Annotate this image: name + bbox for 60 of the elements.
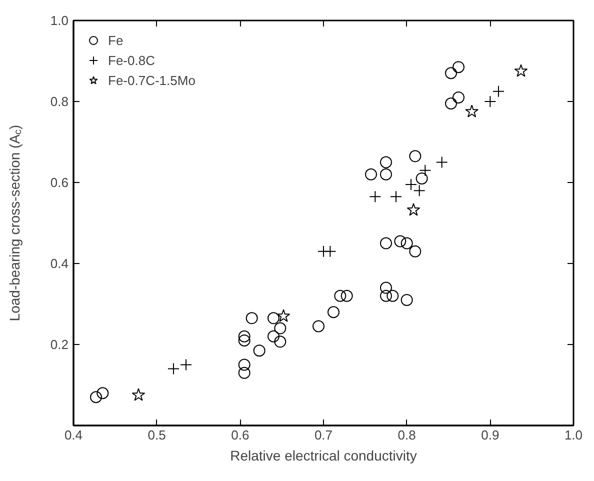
- point: [238, 358, 250, 371]
- point: [274, 322, 286, 334]
- point: [380, 168, 392, 180]
- y-axis-title: Load-bearing cross-section (Ac): [6, 124, 24, 322]
- point: [246, 312, 258, 324]
- legend-label: Fe-0.7C-1.5Mo: [108, 72, 196, 88]
- point: [238, 366, 250, 379]
- point: [328, 306, 340, 318]
- x-tick-label: 0.6: [231, 428, 250, 442]
- point: [268, 330, 280, 342]
- point: [238, 330, 250, 342]
- legend-label: Fe-0.8C: [108, 52, 155, 68]
- x-tick-label: 0.5: [148, 428, 166, 442]
- y-tick-label: 0.4: [50, 256, 69, 271]
- x-tick-label: 1.0: [564, 428, 583, 442]
- point: [276, 309, 290, 322]
- x-axis-title: Relative electrical conductivity: [230, 448, 417, 464]
- point: [365, 168, 377, 180]
- point: [238, 334, 250, 346]
- x-tick-label: 0.7: [314, 428, 333, 442]
- point: [268, 312, 280, 324]
- x-tick-label: 0.4: [64, 428, 83, 442]
- point: [132, 388, 146, 401]
- legend-label: Fe: [108, 32, 124, 48]
- point: [380, 282, 392, 294]
- y-tick-label: 1.0: [50, 13, 69, 28]
- point: [96, 387, 109, 400]
- x-tick-label: 0.8: [398, 428, 416, 442]
- point: [380, 290, 392, 302]
- point: [465, 104, 479, 118]
- point: [394, 235, 406, 248]
- point: [90, 391, 102, 404]
- point: [324, 245, 336, 258]
- point: [334, 290, 346, 302]
- point: [253, 344, 266, 357]
- point: [452, 61, 464, 74]
- y-tick-label: 0.2: [50, 337, 69, 352]
- point: [514, 64, 528, 77]
- point: [409, 245, 422, 258]
- point: [445, 98, 457, 110]
- point: [452, 91, 464, 104]
- point: [386, 290, 399, 302]
- point: [369, 190, 382, 203]
- point: [400, 294, 413, 306]
- point: [436, 156, 448, 168]
- y-tick-label: 0.6: [50, 175, 69, 190]
- point: [416, 172, 428, 184]
- point: [413, 184, 426, 197]
- point: [409, 150, 422, 162]
- point: [274, 336, 286, 348]
- point: [419, 164, 432, 176]
- point: [406, 203, 420, 216]
- point: [380, 237, 392, 250]
- point: [312, 320, 324, 332]
- point: [445, 67, 457, 80]
- point: [380, 156, 392, 168]
- x-tick-label: 0.9: [481, 428, 500, 442]
- point: [400, 237, 413, 250]
- point: [340, 290, 353, 302]
- y-tick-label: 0.8: [50, 94, 69, 109]
